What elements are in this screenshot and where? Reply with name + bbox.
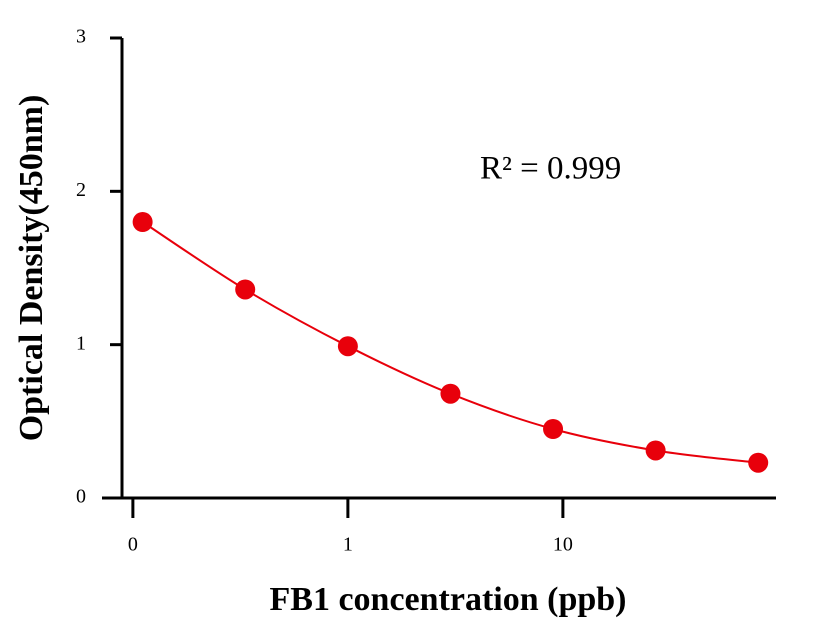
x-axis-label: FB1 concentration (ppb): [270, 581, 627, 618]
point: [337, 336, 358, 357]
fit-curve: [142, 221, 759, 464]
point: [440, 383, 461, 404]
annotation: R² = 0.999: [480, 151, 621, 187]
x-tick-label: 0: [128, 534, 138, 556]
y-tick-label: 3: [76, 26, 86, 48]
point: [748, 452, 769, 473]
y-tick-label: 0: [76, 486, 86, 508]
point: [235, 279, 256, 300]
x-tick-label: 1: [343, 534, 353, 556]
y-tick-label: 1: [76, 332, 86, 354]
point: [543, 419, 564, 439]
y-axis-label: Optical Density(450nm): [13, 95, 50, 442]
y-tick-label: 2: [76, 179, 86, 201]
x-tick-label: 10: [553, 534, 573, 556]
point: [645, 440, 666, 461]
point: [132, 212, 153, 232]
